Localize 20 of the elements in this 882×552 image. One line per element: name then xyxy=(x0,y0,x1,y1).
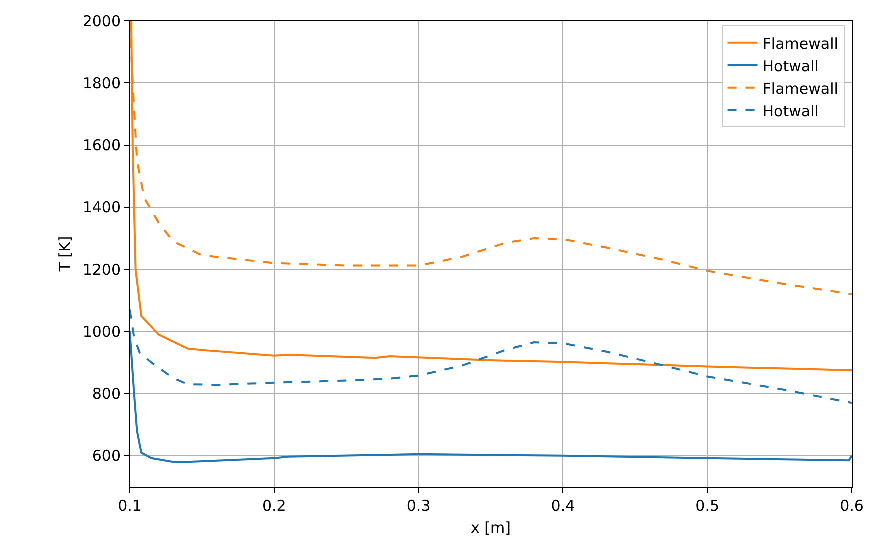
legend-label: Hotwall xyxy=(762,102,819,120)
x-tick-label: 0.5 xyxy=(696,497,720,515)
x-tick-label: 0.4 xyxy=(551,497,576,515)
y-tick-label: 2000 xyxy=(82,12,121,30)
x-axis-title: x [m] xyxy=(471,519,511,537)
y-tick-label: 1400 xyxy=(82,198,121,217)
y-tick-label: 1000 xyxy=(82,322,121,341)
x-tick-label: 0.3 xyxy=(406,497,431,515)
x-tick-label: 0.1 xyxy=(118,497,142,515)
y-tick-label: 1800 xyxy=(82,74,121,92)
y-axis-title: T [K] xyxy=(56,236,74,273)
legend-label: Flamewall xyxy=(762,34,838,53)
y-tick-label: 800 xyxy=(92,385,121,404)
x-tick-label: 0.2 xyxy=(262,497,286,515)
legend-label: Hotwall xyxy=(762,57,819,76)
y-tick-label: 600 xyxy=(92,447,121,466)
legend-label: Flamewall xyxy=(762,80,838,98)
y-tick-label: 1600 xyxy=(82,136,121,155)
y-tick-label: 1200 xyxy=(82,260,121,279)
x-tick-label: 0.6 xyxy=(840,497,864,515)
